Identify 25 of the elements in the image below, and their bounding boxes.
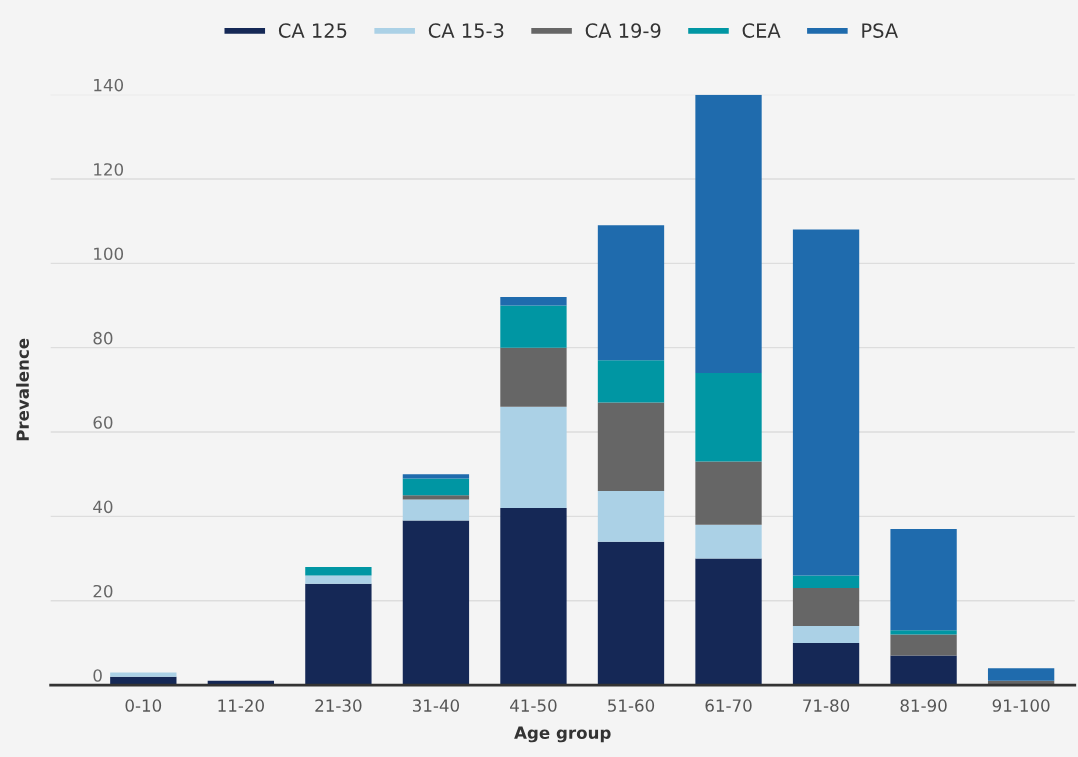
x-tick-label: 0-10 [125, 699, 162, 712]
y-tick-label: 140 [94, 78, 124, 92]
x-tick-label: 71-80 [803, 699, 850, 712]
x-tick-label: 51-60 [608, 699, 655, 712]
y-axis-title: Prevalence [16, 338, 29, 441]
x-tick-label: 61-70 [705, 699, 752, 712]
y-tick-label: 0 [93, 669, 102, 682]
y-tick-label: 40 [93, 500, 113, 514]
x-tick-label: 21-30 [315, 699, 362, 712]
x-tick-label: 91-100 [992, 699, 1050, 712]
x-tick-label: 11-20 [218, 699, 264, 712]
legend-label: CA 19-9 [585, 23, 661, 38]
legend-label: CA 125 [278, 23, 347, 38]
y-tick-label: 20 [93, 584, 113, 598]
x-tick-label: 81-90 [900, 699, 947, 712]
y-tick-label: 60 [93, 416, 113, 429]
legend-label: CA 15-3 [428, 23, 504, 38]
legend-label: PSA [862, 23, 898, 38]
y-tick-label: 120 [94, 163, 124, 176]
y-tick-label: 80 [93, 331, 113, 345]
y-tick-label: 100 [94, 247, 124, 261]
legend-label: CEA [742, 23, 781, 38]
x-axis-title: Age group [514, 726, 611, 743]
x-tick-label: 31-40 [412, 699, 460, 712]
x-tick-label: 41-50 [510, 699, 557, 712]
